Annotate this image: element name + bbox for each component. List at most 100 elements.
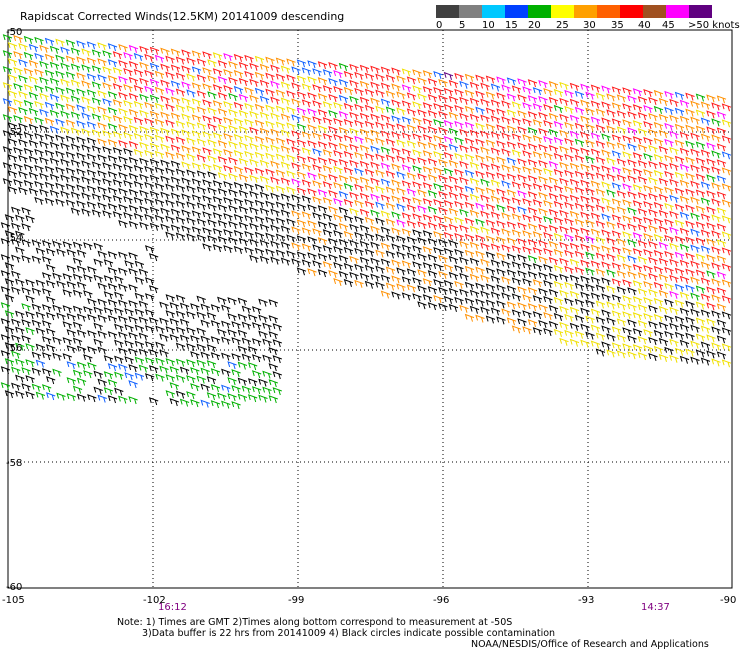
wind-barb bbox=[559, 273, 569, 282]
wind-barb bbox=[275, 137, 286, 146]
wind-barb bbox=[249, 94, 259, 103]
wind-barb bbox=[538, 112, 548, 121]
wind-barb bbox=[149, 174, 160, 183]
wind-barb bbox=[160, 111, 170, 120]
wind-barb bbox=[196, 359, 206, 368]
wind-barb bbox=[522, 150, 532, 159]
wind-barb bbox=[601, 85, 611, 94]
wind-barb bbox=[690, 196, 700, 205]
wind-barb bbox=[286, 186, 296, 195]
wind-barb bbox=[585, 107, 595, 116]
wind-barb bbox=[154, 182, 165, 191]
wind-barb bbox=[427, 270, 438, 279]
wind-barb bbox=[4, 230, 15, 239]
wind-barb bbox=[574, 186, 585, 195]
wind-barb bbox=[658, 321, 669, 330]
wind-barb bbox=[711, 118, 721, 127]
wind-barb bbox=[679, 323, 690, 332]
wind-barb bbox=[711, 294, 721, 303]
wind-barb bbox=[569, 162, 580, 171]
wind-barb bbox=[637, 160, 648, 169]
wind-barb bbox=[433, 199, 443, 208]
wind-barb bbox=[391, 195, 401, 204]
wind-barb bbox=[221, 384, 231, 393]
wind-barb bbox=[244, 118, 254, 127]
wind-barb bbox=[454, 280, 464, 289]
wind-barb bbox=[611, 278, 622, 287]
wind-barb bbox=[212, 228, 223, 237]
wind-barb bbox=[175, 56, 186, 65]
wind-barb bbox=[643, 217, 653, 226]
wind-barb bbox=[496, 188, 506, 197]
wind-barb bbox=[454, 200, 464, 209]
wind-barb bbox=[223, 165, 233, 174]
wind-barb bbox=[186, 73, 196, 82]
wind-barb bbox=[653, 281, 664, 290]
wind-barb bbox=[44, 101, 55, 110]
wind-barb bbox=[181, 193, 191, 202]
wind-barb bbox=[291, 242, 301, 251]
wind-barb bbox=[191, 66, 202, 75]
wind-barb bbox=[258, 378, 268, 387]
wind-barb bbox=[543, 200, 553, 209]
wind-barb bbox=[364, 264, 375, 273]
wind-barb bbox=[443, 247, 454, 256]
wind-barb bbox=[679, 339, 690, 348]
wind-barb bbox=[553, 264, 564, 273]
wind-barb bbox=[328, 110, 338, 119]
wind-barb bbox=[480, 258, 490, 267]
wind-barb bbox=[52, 240, 62, 249]
wind-barb bbox=[543, 296, 553, 305]
wind-barb bbox=[522, 118, 532, 127]
wind-barb bbox=[233, 197, 244, 206]
wind-barb bbox=[49, 157, 60, 166]
wind-barb bbox=[427, 206, 438, 215]
wind-barb bbox=[375, 169, 385, 178]
wind-barb bbox=[538, 320, 548, 329]
wind-barb bbox=[412, 69, 422, 78]
wind-barb bbox=[87, 394, 97, 403]
wind-barb bbox=[233, 85, 244, 94]
wind-barb bbox=[138, 364, 149, 373]
wind-barb bbox=[296, 187, 307, 196]
wind-barb bbox=[380, 258, 391, 267]
wind-barb bbox=[380, 98, 391, 107]
wind-barb bbox=[270, 80, 280, 89]
wind-barb bbox=[118, 172, 128, 181]
wind-barb bbox=[574, 298, 585, 307]
wind-barb bbox=[154, 134, 165, 143]
wind-barb bbox=[433, 215, 443, 224]
wind-barb bbox=[543, 248, 553, 257]
wind-barb bbox=[496, 108, 506, 117]
wind-barb bbox=[265, 184, 275, 193]
wind-barb bbox=[695, 221, 706, 230]
wind-barb bbox=[721, 167, 732, 176]
wind-barb bbox=[159, 317, 169, 326]
wind-barb bbox=[396, 123, 406, 132]
wind-barb bbox=[506, 269, 517, 278]
wind-barb bbox=[695, 205, 706, 214]
wind-barb bbox=[501, 308, 511, 317]
wind-barb bbox=[207, 107, 217, 116]
wind-barb bbox=[155, 341, 165, 350]
wind-barb bbox=[511, 117, 522, 126]
wind-barb bbox=[275, 217, 286, 226]
wind-barb bbox=[31, 383, 42, 392]
wind-barb bbox=[643, 169, 653, 178]
wind-barb bbox=[517, 174, 527, 183]
wind-barb bbox=[459, 80, 469, 89]
wind-barb bbox=[375, 105, 385, 114]
wind-barb bbox=[13, 163, 23, 172]
wind-barb bbox=[223, 133, 233, 142]
wind-barb bbox=[259, 63, 270, 72]
wind-barb bbox=[406, 204, 417, 213]
wind-barb bbox=[553, 152, 564, 161]
wind-barb bbox=[301, 179, 312, 188]
wind-barb bbox=[175, 152, 186, 161]
wind-barb bbox=[154, 70, 165, 79]
wind-barb bbox=[76, 249, 87, 258]
wind-barb bbox=[322, 85, 333, 94]
wind-barb bbox=[254, 87, 265, 96]
wind-barb bbox=[401, 116, 412, 125]
wind-barb bbox=[385, 106, 396, 115]
